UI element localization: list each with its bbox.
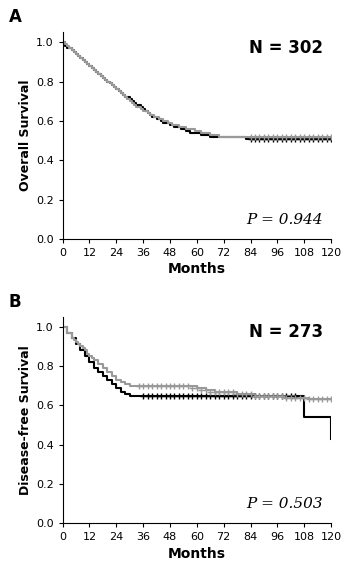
X-axis label: Months: Months <box>168 262 226 276</box>
Text: P = 0.503: P = 0.503 <box>246 497 323 511</box>
Text: B: B <box>9 292 21 311</box>
Text: A: A <box>9 8 22 26</box>
Text: N = 273: N = 273 <box>249 323 323 341</box>
X-axis label: Months: Months <box>168 547 226 560</box>
Text: P = 0.944: P = 0.944 <box>246 213 323 226</box>
Y-axis label: Disease-free Survival: Disease-free Survival <box>19 345 32 495</box>
Text: N = 302: N = 302 <box>249 39 323 56</box>
Y-axis label: Overall Survival: Overall Survival <box>19 80 32 191</box>
